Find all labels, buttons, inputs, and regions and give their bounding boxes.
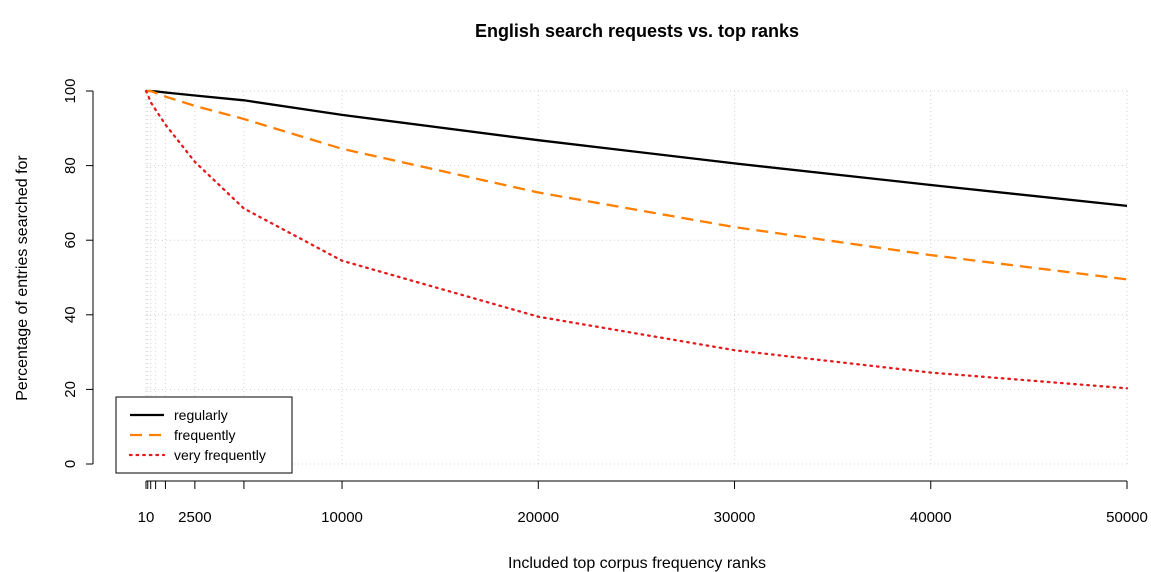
grid <box>145 90 1128 465</box>
legend: regularly frequently very frequently <box>115 396 293 474</box>
x-tick-label: 10 <box>138 509 155 526</box>
legend-label: very frequently <box>174 447 266 463</box>
x-tick-label: 50000 <box>1106 509 1148 526</box>
y-tick-label: 100 <box>62 78 79 103</box>
y-tick-label: 0 <box>62 460 79 468</box>
legend-box <box>115 396 293 474</box>
legend-label: frequently <box>174 427 235 443</box>
x-axis-label: Included top corpus frequency ranks <box>508 555 766 572</box>
y-tick-label: 80 <box>62 157 79 174</box>
x-tick-label: 40000 <box>910 509 952 526</box>
x-tick-label: 30000 <box>714 509 756 526</box>
series-line <box>144 89 1129 390</box>
y-tick-label: 40 <box>62 306 79 323</box>
y-axis-label: Percentage of entries searched for <box>14 155 31 401</box>
legend-label: regularly <box>174 407 228 423</box>
y-axis-ticks: 0 20 40 60 80 100 <box>62 78 93 468</box>
series-group <box>144 89 1129 390</box>
series-line <box>146 89 1128 281</box>
x-tick-label: 20000 <box>517 509 559 526</box>
y-tick-label: 60 <box>62 232 79 249</box>
y-tick-label: 20 <box>62 381 79 398</box>
x-tick-label: 10000 <box>321 509 363 526</box>
chart-title: English search requests vs. top ranks <box>475 21 799 41</box>
series-line <box>146 89 1128 208</box>
x-axis-ticks: 10 2500 10000 20000 30000 40000 50000 <box>138 481 1148 526</box>
x-tick-label: 2500 <box>178 509 211 526</box>
